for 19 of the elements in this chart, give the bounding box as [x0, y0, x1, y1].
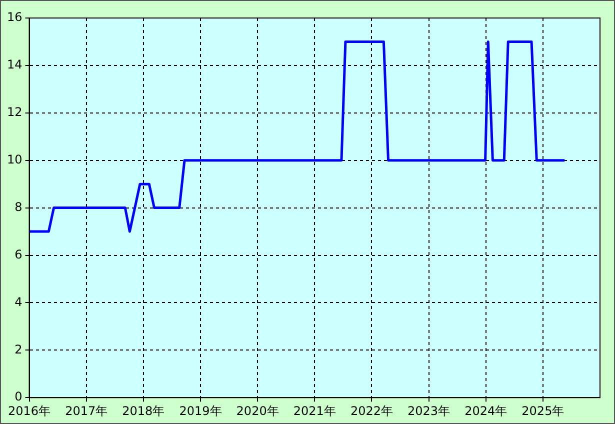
y-tick-label: 12 [6, 105, 22, 120]
x-tick-label: 2017年 [65, 404, 108, 418]
y-tick-label: 14 [6, 58, 22, 72]
x-tick-label: 2025年 [522, 404, 564, 418]
y-tick-label: 8 [14, 200, 22, 214]
y-tick-label: 10 [6, 152, 22, 166]
x-tick-label: 2024年 [464, 404, 508, 418]
x-tick-label: 2018年 [122, 404, 165, 418]
x-tick-label: 2019年 [179, 404, 222, 418]
x-tick-label: 2016年 [8, 404, 51, 418]
x-tick-label: 2021年 [293, 404, 336, 418]
y-tick-label: 2 [14, 342, 22, 356]
y-tick-label: 4 [14, 294, 22, 309]
x-tick-label: 2022年 [350, 404, 393, 418]
x-tick-label: 2023年 [408, 404, 450, 418]
x-tick-label: 2020年 [236, 404, 279, 418]
y-tick-label: 6 [14, 247, 22, 262]
y-tick-label: 0 [14, 390, 22, 404]
y-tick-label: 16 [6, 10, 22, 24]
